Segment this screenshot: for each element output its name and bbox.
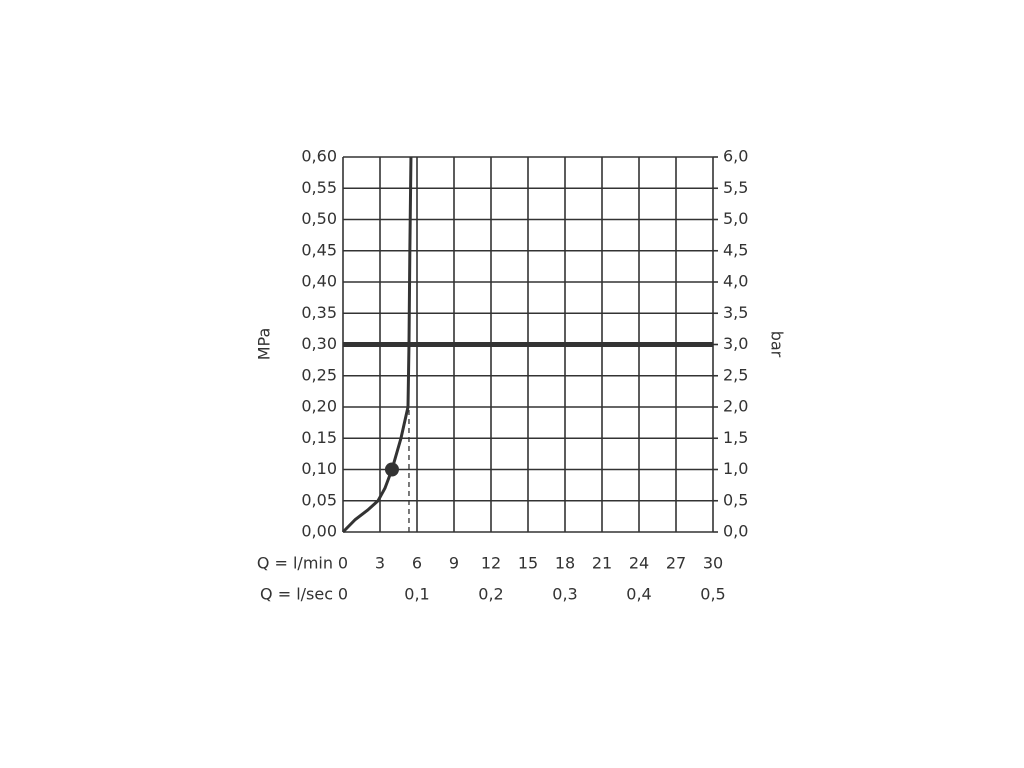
y2-tick-label: 6,0	[723, 147, 748, 166]
y-axis-label: MPa	[255, 328, 274, 361]
x2-tick-label: 0,2	[478, 585, 503, 604]
y2-tick-label: 2,0	[723, 397, 748, 416]
y-tick-label: 0,25	[301, 365, 337, 384]
y2-tick-label: 0,5	[723, 490, 748, 509]
y-tick-label: 0,45	[301, 240, 337, 259]
y-tick-label: 0,30	[301, 334, 337, 353]
y-tick-label: 0,15	[301, 428, 337, 447]
y-tick-label: 0,55	[301, 178, 337, 197]
x2-tick-label: 0,3	[552, 585, 577, 604]
y2-tick-label: 5,0	[723, 209, 748, 228]
y2-tick-label: 3,5	[723, 303, 748, 322]
y2-tick-label: 4,0	[723, 272, 748, 291]
y2-tick-label: 1,5	[723, 428, 748, 447]
x-tick-label: 21	[592, 554, 612, 573]
x2-axis-label: Q = l/sec	[260, 585, 333, 604]
y2-tick-label: 1,0	[723, 459, 748, 478]
x-tick-label: 24	[629, 554, 649, 573]
y-tick-label: 0,20	[301, 397, 337, 416]
y2-tick-label: 3,0	[723, 334, 748, 353]
x-tick-label: 9	[449, 554, 459, 573]
y2-tick-label: 4,5	[723, 240, 748, 259]
y-tick-label: 0,50	[301, 209, 337, 228]
x-tick-label: 0	[338, 554, 348, 573]
x-tick-label: 15	[518, 554, 538, 573]
y-tick-label: 0,00	[301, 522, 337, 541]
y-tick-label: 0,40	[301, 272, 337, 291]
y-tick-label: 0,05	[301, 490, 337, 509]
y-tick-label: 0,35	[301, 303, 337, 322]
x-tick-label: 27	[666, 554, 686, 573]
x-tick-label: 18	[555, 554, 575, 573]
y2-axis-label: bar	[768, 331, 787, 358]
x2-tick-label: 0,1	[404, 585, 429, 604]
x-tick-label: 3	[375, 554, 385, 573]
x-tick-label: 12	[481, 554, 501, 573]
x-tick-label: 30	[703, 554, 723, 573]
y-tick-label: 0,10	[301, 459, 337, 478]
x2-tick-label: 0,5	[700, 585, 725, 604]
y2-tick-label: 2,5	[723, 365, 748, 384]
y2-tick-label: 5,5	[723, 178, 748, 197]
y2-tick-label: 0,0	[723, 522, 748, 541]
x2-tick-label: 0	[338, 585, 348, 604]
x2-tick-label: 0,4	[626, 585, 651, 604]
marker	[384, 462, 399, 477]
y-tick-label: 0,60	[301, 147, 337, 166]
x-tick-label: 6	[412, 554, 422, 573]
x-axis-label: Q = l/min	[257, 554, 333, 573]
